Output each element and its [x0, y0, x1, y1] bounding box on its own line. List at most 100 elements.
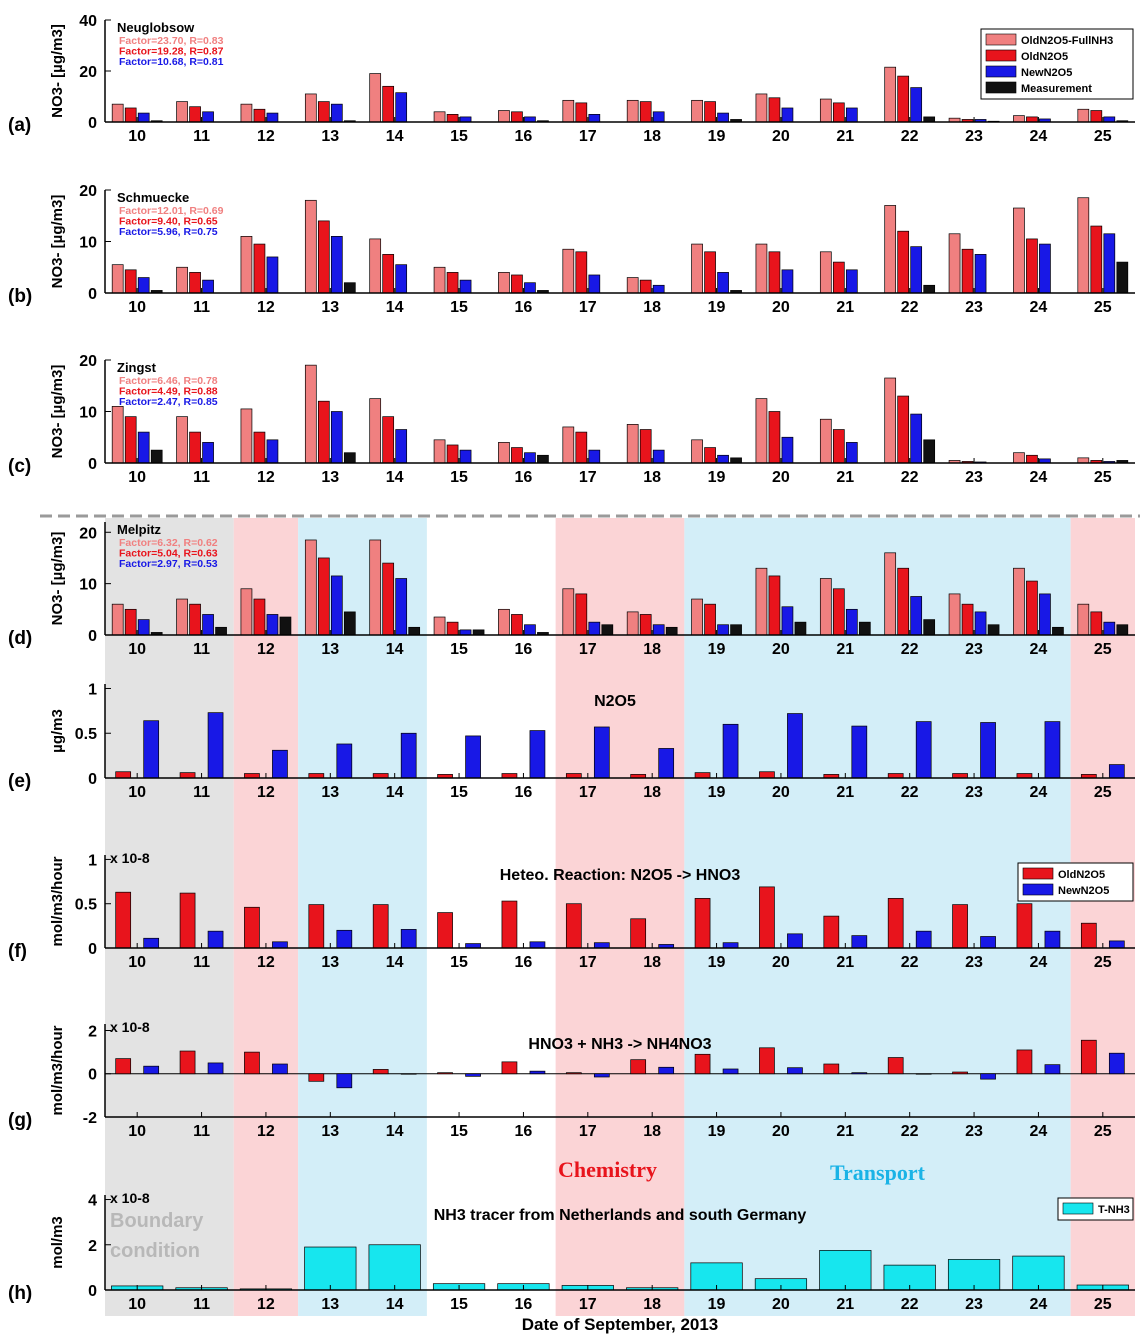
bar-OldN2O5-20	[759, 886, 775, 949]
panel-f: 0 0.5 1 10 11 12 13 14 15 16 17 18 19 20 21 22 23 24 25 (f)…	[8, 850, 1135, 971]
bar-NewN2O5-17	[588, 274, 601, 294]
bar-OldN2O5-11	[189, 431, 201, 464]
bar-OldN2O5-11	[189, 603, 201, 636]
y-tick-label: 0	[88, 628, 97, 645]
bar-Measurement-22	[923, 439, 936, 464]
x-tick-label: 18	[643, 299, 661, 316]
bar-Measurement-12	[279, 616, 292, 636]
bar-OldN2O5-FullNH3-17	[562, 426, 575, 464]
x-tick-label: 15	[450, 641, 468, 658]
bar-OldN2O5-FullNH3-18	[626, 611, 639, 636]
bar-OldN2O5-12	[244, 906, 260, 949]
bar-OldN2O5-18	[639, 614, 652, 636]
bar-OldN2O5-12	[244, 1051, 260, 1075]
y-tick-label: 0.5	[75, 897, 97, 914]
x-tick-label: 25	[1094, 1296, 1112, 1313]
bar-OldN2O5-FullNH3-22	[884, 552, 897, 636]
x-tick-label: 11	[193, 1296, 210, 1313]
bar-NewN2O5-10	[143, 937, 160, 949]
scale-label: x 10-8	[110, 850, 150, 866]
bar-Measurement-13	[343, 282, 356, 294]
x-tick-label: 19	[708, 784, 726, 801]
x-tick-label: 14	[386, 299, 404, 316]
bar-Measurement-11	[215, 626, 227, 636]
x-tick-label: 21	[836, 784, 854, 801]
bar-OldN2O5-21	[823, 1063, 840, 1075]
x-tick-label: 13	[321, 299, 339, 316]
x-tick-label: 20	[772, 641, 790, 658]
bar-OldN2O5-15	[437, 912, 453, 949]
x-tick-label: 20	[772, 1123, 790, 1140]
bar-NewN2O5-23	[980, 936, 996, 949]
x-tick-label: 17	[579, 1296, 597, 1313]
stats-text: Factor=23.70, R=0.83	[119, 35, 224, 47]
bar-OldN2O5-18	[630, 918, 647, 949]
bar-Measurement-19	[730, 457, 742, 464]
bar-Measurement-19	[730, 624, 742, 636]
bar-NewN2O5-22	[910, 413, 923, 464]
stats-text: Factor=2.97, R=0.53	[119, 558, 218, 570]
bar-NewN2O5-11	[207, 712, 224, 779]
x-tick-label: 24	[1030, 641, 1048, 658]
bar-Measurement-21	[858, 621, 871, 636]
x-tick-label: 25	[1094, 128, 1112, 145]
y-tick-label: 10	[79, 235, 97, 252]
stats-text: Factor=6.46, R=0.78	[119, 375, 218, 387]
bar-OldN2O5-10	[115, 1058, 132, 1075]
x-tick-label: 21	[836, 469, 854, 486]
bar-NewN2O5-15	[459, 449, 472, 464]
bar-NewN2O5-19	[722, 723, 739, 779]
bar-OldN2O5-19	[694, 898, 711, 949]
bar-OldN2O5-18	[630, 1059, 647, 1075]
x-tick-label: 21	[836, 1296, 854, 1313]
bar-OldN2O5-19	[694, 1053, 711, 1075]
y-tick-label: 0	[88, 456, 97, 473]
bar-NewN2O5-11	[202, 614, 214, 636]
legend-entry: OldN2O5	[1021, 51, 1068, 63]
station-label: Schmuecke	[117, 190, 189, 205]
bar-OldN2O5-20	[768, 411, 781, 464]
bar-NewN2O5-16	[529, 941, 546, 949]
bar-OldN2O5-FullNH3-23	[948, 233, 961, 294]
bar-OldN2O5-13	[308, 904, 325, 949]
x-tick-label: 18	[643, 128, 661, 145]
x-tick-label: 23	[965, 1296, 983, 1313]
bar-OldN2O5-FullNH3-17	[562, 588, 575, 636]
bar-OldN2O5-12	[253, 598, 266, 636]
bar-NewN2O5-18	[652, 624, 665, 636]
bar-NewN2O5-10	[143, 1065, 160, 1075]
bar-OldN2O5-14	[382, 254, 395, 294]
bar-NewN2O5-21	[845, 107, 858, 123]
bar-OldN2O5-FullNH3-12	[240, 588, 253, 636]
bar-OldN2O5-FullNH3-16	[498, 110, 510, 123]
bar-NewN2O5-16	[529, 1070, 546, 1075]
bar-OldN2O5-FullNH3-22	[884, 205, 897, 294]
bar-NewN2O5-10	[143, 720, 160, 779]
station-label: Neuglobsow	[117, 20, 195, 35]
bar-NewN2O5-25	[1103, 233, 1116, 294]
bar-OldN2O5-15	[446, 113, 459, 123]
bar-OldN2O5-FullNH3-24	[1013, 567, 1025, 636]
x-tick-label: 15	[450, 1123, 468, 1140]
bar-NewN2O5-17	[588, 113, 601, 123]
bar-NewN2O5-21	[845, 269, 858, 294]
legend-entry: T-NH3	[1098, 1204, 1130, 1216]
y-tick-label: 20	[79, 64, 97, 81]
bar-OldN2O5-25	[1090, 611, 1103, 636]
x-tick-label: 10	[128, 954, 146, 971]
panel-c: 0 10 20 10 11 12 13 14 15 16 17 18 19 20 21 22 23 24 25 (c)…	[8, 353, 1135, 486]
bar-OldN2O5-25	[1090, 110, 1103, 123]
x-tick-label: 25	[1094, 641, 1112, 658]
bar-OldN2O5-25	[1090, 225, 1103, 294]
stats-text: Factor=5.04, R=0.63	[119, 548, 218, 560]
bar-NewN2O5-14	[395, 429, 408, 464]
x-tick-label: 20	[772, 128, 790, 145]
bar-NewN2O5-20	[781, 107, 794, 123]
x-tick-label: 23	[965, 128, 983, 145]
bar-OldN2O5-24	[1016, 903, 1033, 949]
x-tick-label: 18	[643, 469, 661, 486]
y-tick-label: 0	[88, 1067, 97, 1084]
y-tick-label: 10	[79, 577, 97, 594]
x-tick-label: 18	[643, 1123, 661, 1140]
bar-OldN2O5-19	[704, 603, 716, 636]
